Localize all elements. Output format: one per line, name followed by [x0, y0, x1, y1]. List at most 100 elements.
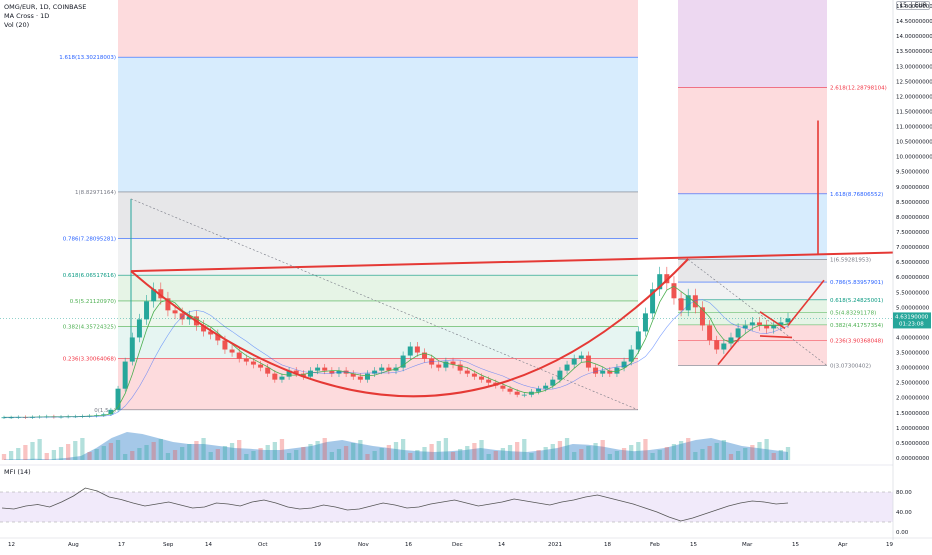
time-tick-label: 14 — [205, 542, 212, 548]
candle-body — [607, 370, 613, 374]
candle-body — [229, 349, 235, 353]
volume-bar — [165, 453, 171, 460]
candle-body — [108, 409, 114, 415]
volume-bar — [108, 443, 114, 460]
price-tick-label: 13.00000000 — [896, 64, 932, 70]
price-tick-label: 14.50000000 — [896, 19, 932, 25]
time-tick-label: Mar — [742, 542, 753, 548]
time-tick-label: 19 — [314, 542, 321, 548]
candle-body — [165, 298, 171, 311]
volume-bar — [144, 445, 149, 460]
candle-body — [379, 367, 385, 371]
symbol-title[interactable]: OMG/EUR, 1D, COINBASE — [4, 3, 87, 11]
time-tick-label: 16 — [405, 542, 412, 548]
candle-body — [186, 316, 192, 320]
fib-left-zone-0236 — [118, 358, 638, 410]
volume-bar — [614, 451, 620, 460]
candle-body — [614, 367, 620, 374]
fib-left-diagonal — [130, 198, 639, 411]
fib-right-zone-top — [678, 0, 827, 88]
volume-bar — [258, 448, 263, 460]
candle-body — [250, 361, 256, 365]
volume-bar — [66, 444, 71, 460]
candle-body — [685, 295, 691, 311]
time-tick-label: 12 — [8, 542, 15, 548]
drawings-layer — [130, 120, 932, 411]
candle-body — [215, 334, 221, 341]
candle-body — [671, 283, 677, 299]
candle-body — [621, 361, 627, 368]
fib-boxes — [118, 0, 827, 411]
time-tick-label: Sep — [163, 542, 174, 548]
candle-body — [557, 370, 563, 380]
volume-bar — [607, 454, 612, 460]
volume-bar — [686, 438, 691, 460]
time-tick-label: Oct — [258, 542, 268, 548]
volume-bar — [507, 445, 513, 460]
volume-bar — [721, 440, 726, 460]
volume-bar — [251, 451, 256, 460]
volume-bar — [130, 451, 135, 460]
fib-right-label: 1(6.59281953) — [830, 257, 871, 263]
volume-bar — [322, 438, 327, 460]
candle-body — [514, 391, 520, 395]
time-tick-label: Feb — [650, 542, 660, 548]
candle-body — [8, 417, 14, 419]
fib-right-label: 0.786(5.83957901) — [830, 280, 883, 286]
price-tick-label: 8.00000000 — [896, 215, 930, 221]
volume-bar — [308, 444, 313, 460]
mfi-tick-label: 40.00 — [896, 510, 912, 516]
price-tick-label: 7.00000000 — [896, 245, 930, 251]
volume-bar — [336, 449, 342, 460]
candle-body — [578, 355, 584, 359]
candle-body — [664, 274, 670, 284]
volume-bar — [1, 454, 7, 460]
volume-bar — [422, 447, 427, 460]
price-tick-label: 11.00000000 — [896, 125, 932, 131]
volume-bar — [393, 442, 399, 460]
volume-bar — [158, 439, 163, 460]
volume-bar — [272, 442, 277, 460]
price-tick-label: 3.50000000 — [896, 351, 930, 357]
currency-label[interactable]: 15. | EUR — [896, 1, 930, 10]
candle-body — [735, 328, 741, 338]
volume-bar — [536, 450, 541, 460]
candle-body — [699, 307, 705, 326]
fib-left-zone-0618 — [118, 275, 638, 301]
ma-fast-line — [4, 285, 789, 418]
price-tick-label: 3.00000000 — [896, 366, 930, 372]
volume-bar — [279, 439, 285, 460]
currency-corner[interactable]: 15. | EUR — [896, 1, 930, 10]
candle-body — [571, 358, 577, 365]
price-tick-label: 5.00000000 — [896, 305, 930, 311]
candle-body — [628, 349, 634, 362]
candle-body — [222, 340, 228, 350]
candle-body — [300, 373, 306, 377]
volume-bar — [743, 448, 748, 460]
volume-bar — [180, 447, 185, 460]
fib-left-label: 0(1.5...) — [94, 408, 116, 414]
candle-body — [436, 364, 442, 368]
indicator-ma-cross[interactable]: MA Cross · 1D — [4, 12, 50, 20]
candle-body — [721, 343, 727, 350]
indicator-volume[interactable]: Vol (20) — [4, 21, 30, 29]
resistance-trendline — [130, 250, 932, 273]
candle-body — [144, 301, 150, 320]
volume-bar — [137, 448, 142, 460]
candle-body — [158, 289, 164, 299]
volume-bar — [194, 441, 199, 460]
indicator-mfi[interactable]: MFI (14) — [4, 468, 31, 476]
fib-left-label: 0.5(5.21120970) — [70, 299, 116, 305]
time-tick-label: Apr — [838, 542, 848, 548]
volume-bar — [657, 450, 662, 460]
candle-body — [749, 322, 755, 326]
volume-bar — [593, 443, 598, 460]
candle-body — [635, 331, 641, 350]
candle-body — [678, 298, 684, 311]
fib-right-zone-1618 — [678, 193, 827, 260]
candle-body — [364, 373, 370, 380]
candle-body — [707, 325, 713, 341]
current-price-tag — [893, 312, 931, 329]
